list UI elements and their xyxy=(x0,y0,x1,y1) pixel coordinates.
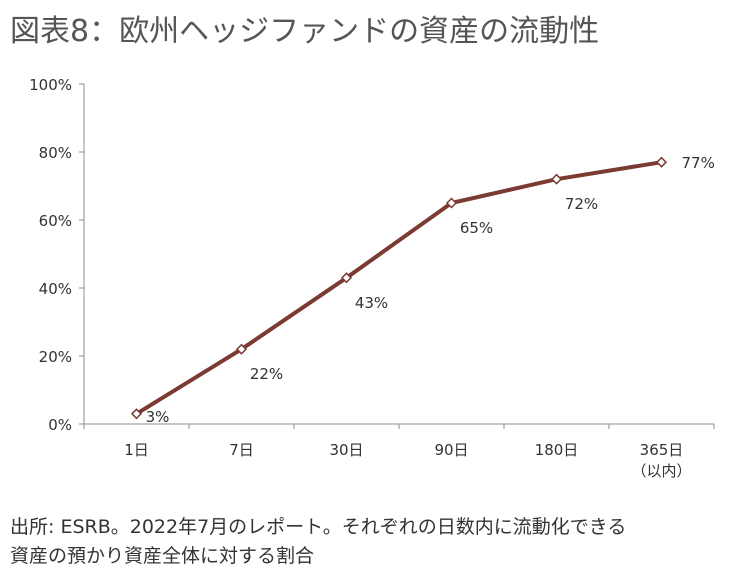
data-labels: 3% 22% 43% 65% 72% 77% xyxy=(146,154,715,426)
y-tick-label: 100% xyxy=(29,76,72,94)
y-tick-label: 60% xyxy=(39,212,72,230)
x-tick-label: 180日 xyxy=(535,441,579,459)
x-tick-label: 365日 xyxy=(640,441,684,459)
data-label: 65% xyxy=(460,219,493,237)
series-line-group xyxy=(134,160,664,416)
y-tick-label: 0% xyxy=(48,416,72,434)
x-tick-sublabel: （以内） xyxy=(631,462,691,480)
data-label: 22% xyxy=(250,365,283,383)
data-point-marker xyxy=(550,173,563,185)
x-axis: 1日 7日 30日 90日 180日 365日 （以内） xyxy=(83,423,715,480)
data-point-marker xyxy=(130,408,143,420)
data-point-marker xyxy=(655,156,668,168)
chart-title: 図表8：欧州ヘッジファンドの資産の流動性 xyxy=(10,14,600,49)
x-tick-label: 90日 xyxy=(434,441,468,459)
data-label: 72% xyxy=(565,195,598,213)
y-axis: 0% 20% 40% 60% 80% 100% xyxy=(29,76,85,434)
y-tick-label: 80% xyxy=(39,144,72,162)
data-point-marker xyxy=(235,343,248,355)
data-label: 43% xyxy=(355,294,388,312)
caption-line-2: 資産の預かり資産全体に対する割合 xyxy=(10,545,315,567)
series-line xyxy=(134,160,664,416)
y-tick-label: 20% xyxy=(39,348,72,366)
x-tick-label: 7日 xyxy=(229,441,254,459)
x-tick-label: 30日 xyxy=(329,441,363,459)
source-caption: 出所: ESRB。2022年7月のレポート。それぞれの日数内に流動化できる 資産… xyxy=(10,513,730,571)
data-point-marker xyxy=(445,197,458,209)
y-tick-label: 40% xyxy=(39,280,72,298)
data-label: 3% xyxy=(146,408,170,426)
data-markers xyxy=(130,156,668,420)
data-label: 77% xyxy=(682,154,715,172)
data-point-marker xyxy=(340,272,353,284)
x-tick-label: 1日 xyxy=(124,441,149,459)
caption-line-1: 出所: ESRB。2022年7月のレポート。それぞれの日数内に流動化できる xyxy=(10,516,627,538)
